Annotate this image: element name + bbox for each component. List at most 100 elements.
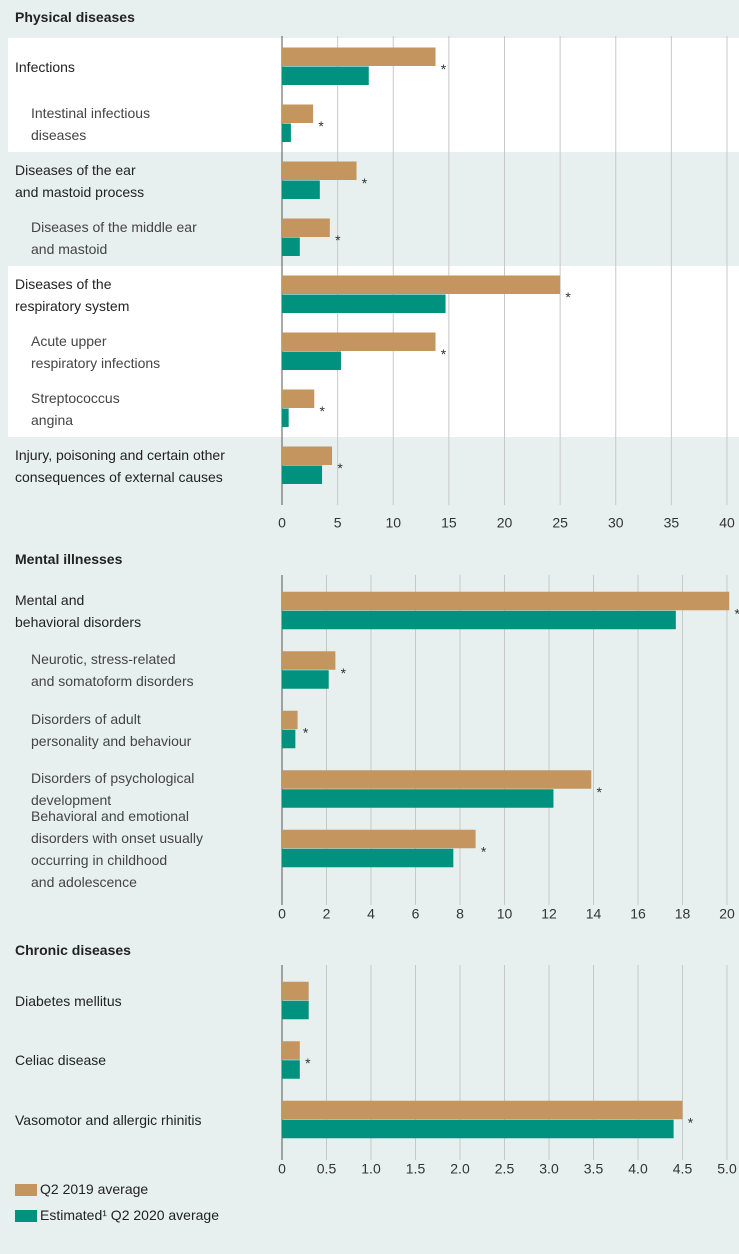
bar <box>282 1060 300 1079</box>
significance-marker: * <box>341 665 347 681</box>
x-tick-label: 3.5 <box>584 1161 604 1177</box>
x-tick-label: 15 <box>441 515 457 531</box>
bar <box>282 66 369 85</box>
x-tick-label: 4.0 <box>628 1161 648 1177</box>
bar <box>282 465 323 484</box>
x-tick-label: 18 <box>675 906 691 922</box>
significance-marker: * <box>441 346 447 362</box>
x-tick-label: 1.0 <box>361 1161 381 1177</box>
x-tick-label: 4.5 <box>673 1161 693 1177</box>
category-label: Neurotic, stress-related and somatoform … <box>31 651 194 690</box>
row-band <box>8 38 739 95</box>
x-tick-label: 4 <box>367 906 375 922</box>
significance-marker: * <box>303 724 309 740</box>
section-title: Physical diseases <box>15 9 135 25</box>
x-tick-label: 16 <box>630 906 646 922</box>
x-tick-label: 3.0 <box>539 1161 559 1177</box>
significance-marker: * <box>305 1055 311 1071</box>
category-label: Streptococcus angina <box>31 389 120 428</box>
bar <box>282 981 309 1001</box>
bar <box>282 446 333 465</box>
x-tick-label: 2 <box>323 906 331 922</box>
bar <box>282 332 436 351</box>
bar <box>282 351 341 370</box>
significance-marker: * <box>597 784 603 800</box>
bar <box>282 237 300 256</box>
bar <box>282 610 676 630</box>
category-label: Vasomotor and allergic rhinitis <box>15 1111 202 1128</box>
bar <box>282 1000 309 1020</box>
bar <box>282 770 592 789</box>
category-label: Behavioral and emotional disorders with … <box>31 807 203 890</box>
x-tick-label: 0 <box>278 515 286 531</box>
x-tick-label: 20 <box>719 906 735 922</box>
x-tick-label: 0.5 <box>317 1161 337 1177</box>
x-tick-label: 0 <box>278 906 286 922</box>
row-band <box>8 380 739 437</box>
category-label: Acute upper respiratory infections <box>31 332 161 371</box>
bar <box>282 670 329 689</box>
x-tick-label: 35 <box>664 515 680 531</box>
x-tick-label: 12 <box>541 906 557 922</box>
significance-marker: * <box>335 232 341 248</box>
significance-marker: * <box>362 175 368 191</box>
category-label: Diseases of the ear and mastoid process <box>15 161 145 200</box>
x-tick-label: 2.0 <box>450 1161 470 1177</box>
x-tick-label: 5 <box>334 515 342 531</box>
x-tick-label: 14 <box>586 906 602 922</box>
x-tick-label: 6 <box>412 906 420 922</box>
section-title: Chronic diseases <box>15 942 131 958</box>
bar <box>282 275 561 294</box>
bar <box>282 729 296 749</box>
significance-marker: * <box>318 118 324 134</box>
category-label: Diseases of the middle ear and mastoid <box>31 218 197 257</box>
category-label: Intestinal infectious diseases <box>31 104 151 143</box>
legend-label: Estimated¹ Q2 2020 average <box>40 1207 219 1223</box>
significance-marker: * <box>481 843 487 859</box>
x-tick-label: 40 <box>719 515 735 531</box>
significance-marker: * <box>734 605 739 621</box>
x-tick-label: 0 <box>278 1161 286 1177</box>
bar <box>282 47 436 66</box>
significance-marker: * <box>565 289 571 305</box>
x-tick-label: 5.0 <box>717 1161 737 1177</box>
bar <box>282 161 357 180</box>
x-tick-label: 30 <box>608 515 624 531</box>
bar <box>282 389 315 408</box>
significance-marker: * <box>441 61 447 77</box>
legend-label: Q2 2019 average <box>40 1181 149 1197</box>
x-tick-label: 25 <box>552 515 568 531</box>
bar <box>282 1119 674 1139</box>
bar <box>282 294 446 313</box>
bar <box>282 1100 683 1120</box>
section-title: Mental illnesses <box>15 551 123 567</box>
bar <box>282 789 554 808</box>
legend-swatch <box>15 1210 37 1222</box>
bar <box>282 180 320 199</box>
x-tick-label: 10 <box>385 515 401 531</box>
bar <box>282 408 289 427</box>
x-tick-label: 8 <box>456 906 464 922</box>
bar <box>282 651 336 670</box>
category-label: Disorders of adult personality and behav… <box>31 710 192 749</box>
bar <box>282 1041 300 1060</box>
category-label: Infections <box>15 58 75 75</box>
bar <box>282 218 330 237</box>
category-label: Disorders of psychological development <box>31 770 195 809</box>
category-label: Celiac disease <box>15 1052 107 1069</box>
row-band <box>8 95 739 152</box>
x-tick-label: 1.5 <box>406 1161 426 1177</box>
x-tick-label: 10 <box>497 906 513 922</box>
category-label: Diabetes mellitus <box>15 992 122 1009</box>
category-label: Mental and behavioral disorders <box>15 591 142 630</box>
category-label: Injury, poisoning and certain other cons… <box>15 446 225 485</box>
bar <box>282 848 454 868</box>
bar <box>282 710 298 730</box>
bar <box>282 829 476 849</box>
significance-marker: * <box>337 460 343 476</box>
significance-marker: * <box>320 403 326 419</box>
bar <box>282 123 291 142</box>
category-label: Diseases of the respiratory system <box>15 275 130 314</box>
x-tick-label: 20 <box>497 515 513 531</box>
